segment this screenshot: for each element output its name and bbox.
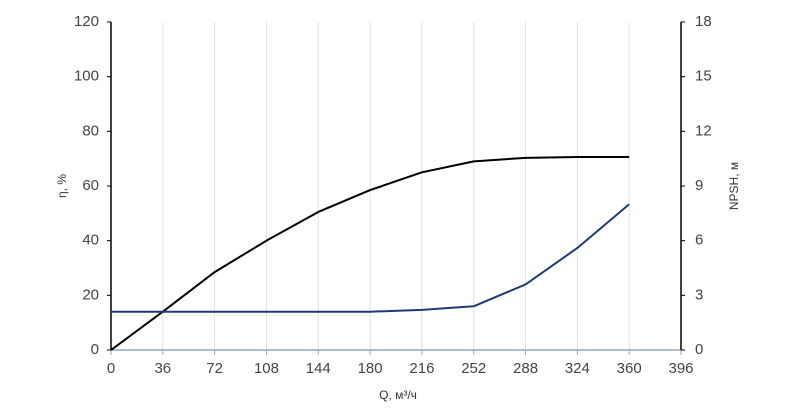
y2-tick-label: 3 <box>695 286 703 303</box>
x-tick-label: 0 <box>107 360 115 377</box>
line-series <box>110 156 630 351</box>
line-series <box>111 203 630 313</box>
y-tick-label: 80 <box>82 122 99 139</box>
x-tick-label: 396 <box>668 360 693 377</box>
y-axis-label: η, % <box>55 174 69 198</box>
y-tick-label: 0 <box>91 341 99 358</box>
x-tick-label: 36 <box>154 360 171 377</box>
y-tick-label: 20 <box>82 286 99 303</box>
y-tick-label: 100 <box>74 68 99 85</box>
y2-tick-label: 18 <box>695 13 712 30</box>
x-tick-label: 180 <box>358 360 383 377</box>
x-tick-label: 360 <box>617 360 642 377</box>
y2-axis-label: NPSH, м <box>727 162 741 210</box>
x-tick-label: 216 <box>409 360 434 377</box>
y2-tick-label: 12 <box>695 122 712 139</box>
x-axis-label: Q, м³/ч <box>379 388 417 402</box>
y2-tick-label: 15 <box>695 68 712 85</box>
y2-tick-label: 9 <box>695 177 703 194</box>
x-tick-label: 288 <box>513 360 538 377</box>
x-tick-label: 324 <box>565 360 590 377</box>
y-tick-label: 40 <box>82 232 99 249</box>
y-tick-label: 60 <box>82 177 99 194</box>
x-tick-label: 252 <box>461 360 486 377</box>
x-tick-label: 72 <box>206 360 223 377</box>
x-tick-label: 144 <box>306 360 331 377</box>
y-tick-label: 120 <box>74 13 99 30</box>
y2-tick-label: 0 <box>695 341 703 358</box>
y2-tick-label: 6 <box>695 232 703 249</box>
x-tick-label: 108 <box>254 360 279 377</box>
